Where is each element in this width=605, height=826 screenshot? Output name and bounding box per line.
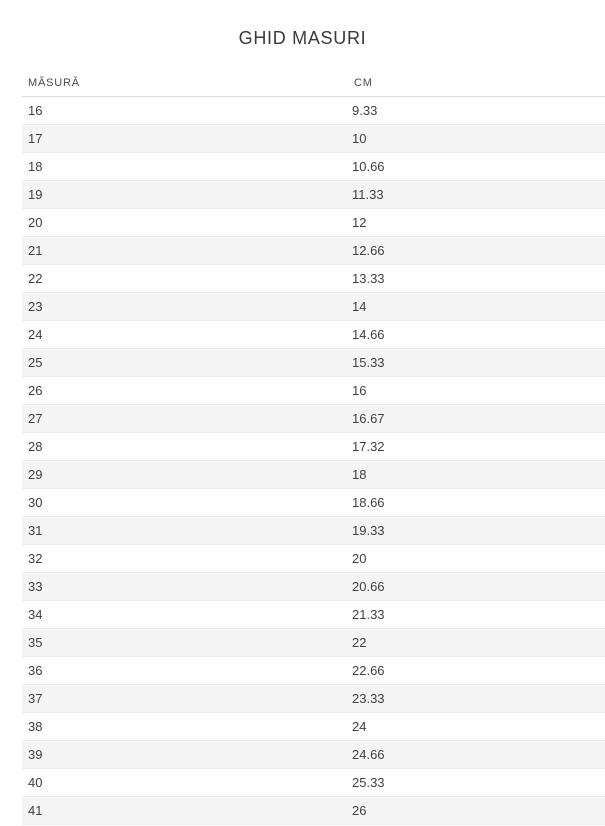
table-body: 16 9.33 17 10 18 10.66 19 11.33 20 12 21 12.66 22 13.…	[22, 96, 605, 825]
cell-size: 36	[22, 656, 348, 685]
table-row: 23 14	[22, 292, 605, 321]
table-row: 17 10	[22, 124, 605, 153]
cell-size: 16	[22, 96, 348, 125]
cell-size: 23	[22, 292, 348, 321]
cell-cm: 16	[348, 376, 605, 405]
cell-size: 18	[22, 152, 348, 181]
cell-cm: 22	[348, 628, 605, 657]
cell-size: 21	[22, 236, 348, 265]
column-header-size: MĂSURĂ	[22, 77, 348, 97]
cell-size: 34	[22, 600, 348, 629]
table-row: 28 17.32	[22, 432, 605, 461]
size-table-container: MĂSURĂ CM 16 9.33 17 10 18 10.66 19 11.33 20 12 21…	[0, 77, 605, 825]
table-row: 29 18	[22, 460, 605, 489]
cell-size: 27	[22, 404, 348, 433]
cell-cm: 24	[348, 712, 605, 741]
table-row: 39 24.66	[22, 740, 605, 769]
table-row: 35 22	[22, 628, 605, 657]
table-row: 22 13.33	[22, 264, 605, 293]
cell-cm: 20	[348, 544, 605, 573]
cell-size: 30	[22, 488, 348, 517]
cell-cm: 20.66	[348, 572, 605, 601]
table-row: 33 20.66	[22, 572, 605, 601]
table-row: 19 11.33	[22, 180, 605, 209]
cell-cm: 13.33	[348, 264, 605, 293]
cell-cm: 26	[348, 796, 605, 825]
cell-size: 28	[22, 432, 348, 461]
cell-size: 40	[22, 768, 348, 797]
table-header: MĂSURĂ CM	[22, 77, 605, 97]
size-guide-table: MĂSURĂ CM 16 9.33 17 10 18 10.66 19 11.33 20 12 21…	[22, 77, 605, 825]
table-row: 32 20	[22, 544, 605, 573]
table-row: 37 23.33	[22, 684, 605, 713]
cell-size: 31	[22, 516, 348, 545]
cell-cm: 12.66	[348, 236, 605, 265]
cell-size: 19	[22, 180, 348, 209]
cell-size: 32	[22, 544, 348, 573]
cell-cm: 9.33	[348, 96, 605, 125]
table-row: 24 14.66	[22, 320, 605, 349]
cell-size: 37	[22, 684, 348, 713]
cell-size: 17	[22, 124, 348, 153]
cell-size: 38	[22, 712, 348, 741]
cell-cm: 23.33	[348, 684, 605, 713]
cell-cm: 14.66	[348, 320, 605, 349]
cell-size: 20	[22, 208, 348, 237]
table-row: 38 24	[22, 712, 605, 741]
table-row: 27 16.67	[22, 404, 605, 433]
table-row: 31 19.33	[22, 516, 605, 545]
cell-cm: 10	[348, 124, 605, 153]
table-row: 26 16	[22, 376, 605, 405]
cell-cm: 10.66	[348, 152, 605, 181]
cell-cm: 18	[348, 460, 605, 489]
table-row: 25 15.33	[22, 348, 605, 377]
cell-size: 35	[22, 628, 348, 657]
cell-cm: 16.67	[348, 404, 605, 433]
cell-size: 24	[22, 320, 348, 349]
cell-size: 22	[22, 264, 348, 293]
cell-size: 26	[22, 376, 348, 405]
cell-size: 29	[22, 460, 348, 489]
column-header-cm: CM	[348, 77, 605, 97]
table-row: 18 10.66	[22, 152, 605, 181]
cell-size: 39	[22, 740, 348, 769]
table-row: 34 21.33	[22, 600, 605, 629]
cell-size: 33	[22, 572, 348, 601]
table-row: 21 12.66	[22, 236, 605, 265]
table-row: 41 26	[22, 796, 605, 825]
cell-cm: 14	[348, 292, 605, 321]
table-row: 36 22.66	[22, 656, 605, 685]
cell-cm: 24.66	[348, 740, 605, 769]
cell-cm: 18.66	[348, 488, 605, 517]
page-title: GHID MASURI	[238, 28, 367, 48]
table-header-row: MĂSURĂ CM	[22, 77, 605, 97]
table-row: 40 25.33	[22, 768, 605, 797]
cell-size: 25	[22, 348, 348, 377]
cell-cm: 15.33	[348, 348, 605, 377]
table-row: 30 18.66	[22, 488, 605, 517]
cell-cm: 19.33	[348, 516, 605, 545]
cell-cm: 21.33	[348, 600, 605, 629]
cell-cm: 25.33	[348, 768, 605, 797]
cell-cm: 17.32	[348, 432, 605, 461]
table-row: 16 9.33	[22, 96, 605, 125]
cell-size: 41	[22, 796, 348, 825]
table-row: 20 12	[22, 208, 605, 237]
cell-cm: 12	[348, 208, 605, 237]
cell-cm: 22.66	[348, 656, 605, 685]
cell-cm: 11.33	[348, 180, 605, 209]
